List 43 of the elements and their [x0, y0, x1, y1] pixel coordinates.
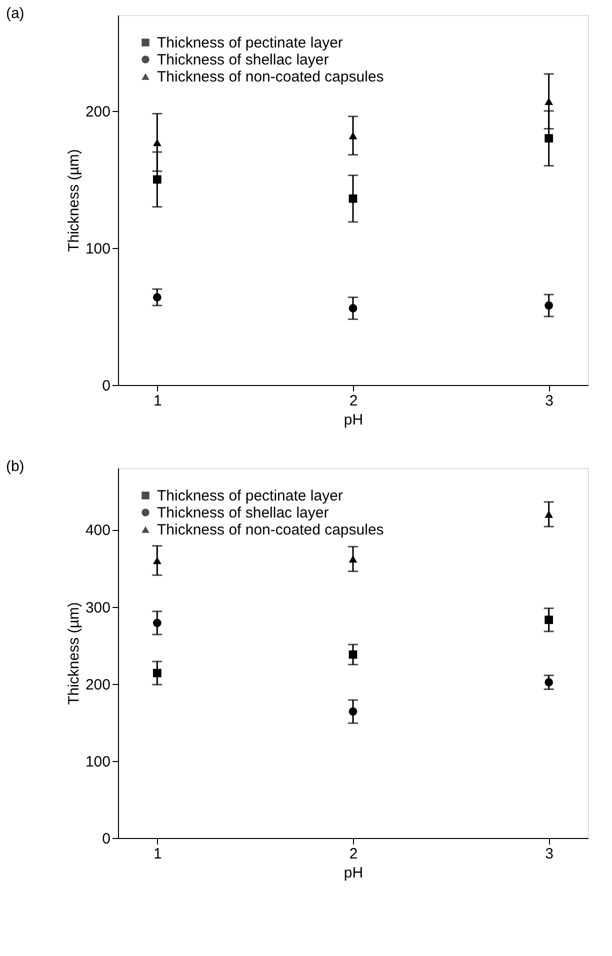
- x-tick-label: 3: [545, 846, 554, 862]
- y-tick-label: 0: [102, 378, 110, 394]
- x-tick-label: 1: [153, 392, 162, 410]
- y-tick-label: 100: [85, 753, 110, 770]
- legend-label: Thickness of non-coated capsules: [157, 522, 384, 538]
- legend-label: Thickness of pectinate layer: [157, 34, 343, 52]
- y-tick-label: 0: [102, 830, 110, 848]
- y-tick-label: 300: [85, 599, 110, 616]
- point: [544, 301, 554, 310]
- x-tick-label: 1: [153, 846, 162, 862]
- point: [152, 293, 162, 302]
- point: [348, 194, 358, 203]
- point: [348, 555, 358, 563]
- point: [348, 304, 358, 312]
- point: [544, 98, 554, 105]
- point: [544, 616, 554, 624]
- y-axis-title: Thickness (µm): [65, 602, 82, 705]
- y-tick-label: 200: [85, 103, 110, 120]
- point: [544, 134, 554, 143]
- point: [544, 678, 554, 686]
- y-tick-label: 100: [85, 240, 110, 258]
- chart-title: (b): [6, 458, 24, 475]
- y-tick-label: 200: [85, 676, 110, 694]
- x-tick-label: 2: [349, 392, 358, 410]
- x-tick-label: 3: [545, 392, 554, 410]
- point: [348, 650, 358, 659]
- x-axis-title: pH: [344, 864, 364, 882]
- legend-label: Thickness of shellac layer: [157, 52, 329, 68]
- point: [152, 618, 162, 628]
- legend-label: Thickness of shellac layer: [157, 504, 329, 522]
- y-tick-label: 400: [85, 522, 110, 540]
- point: [152, 668, 162, 678]
- point: [544, 510, 554, 518]
- x-tick-label: 2: [349, 846, 358, 862]
- legend-label: Thickness of pectinate layer: [157, 488, 343, 504]
- point: [152, 175, 162, 184]
- legend-label: Thickness of non-coated capsules: [157, 68, 384, 86]
- point: [152, 556, 162, 564]
- point: [348, 707, 358, 716]
- y-axis-title: Thickness (µm): [65, 149, 82, 252]
- x-axis-title: pH: [344, 412, 364, 428]
- point: [152, 138, 162, 146]
- chart-title: (a): [6, 5, 24, 22]
